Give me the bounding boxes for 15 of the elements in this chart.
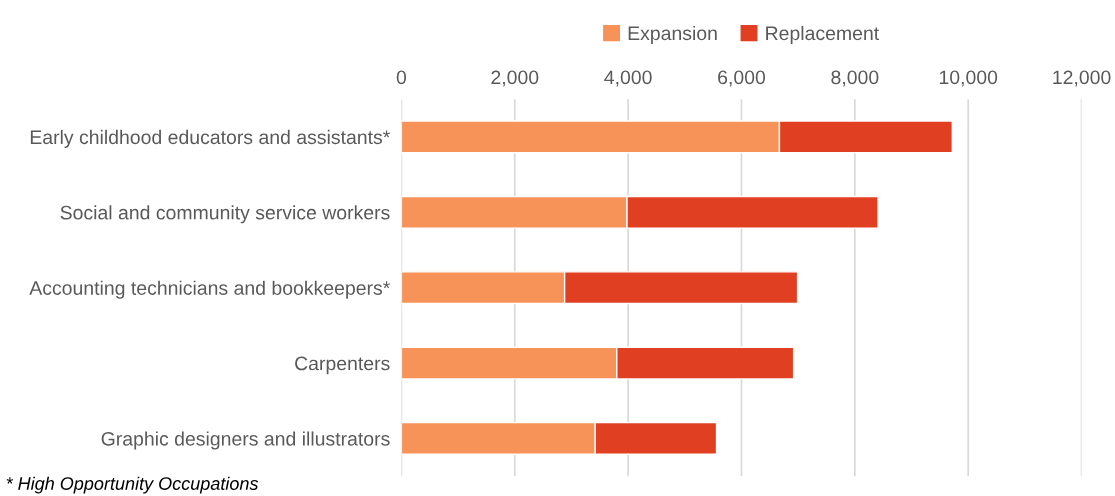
x-tick-label: 2,000 xyxy=(491,70,539,87)
x-tick-label: 4,000 xyxy=(604,70,652,87)
x-tick-label: 12,000 xyxy=(1053,70,1111,87)
x-tick-label: 8,000 xyxy=(831,70,879,87)
y-tick-label: Graphic designers and illustrators xyxy=(101,431,390,450)
legend-label: Replacement xyxy=(766,25,880,44)
y-tick-label: Carpenters xyxy=(295,356,390,375)
x-tick-label: 6,000 xyxy=(718,70,766,87)
legend-label: Expansion xyxy=(628,25,717,44)
x-tick-label: 0 xyxy=(396,70,407,85)
y-tick-label: Accounting technicians and bookkeepers* xyxy=(29,280,391,299)
text: * High Opportunity Occupations xyxy=(6,476,259,494)
y-tick-label: Early childhood educators and assistants* xyxy=(30,129,391,148)
y-tick-label: Social and community service workers xyxy=(60,205,390,224)
x-tick-label: 10,000 xyxy=(939,70,998,87)
